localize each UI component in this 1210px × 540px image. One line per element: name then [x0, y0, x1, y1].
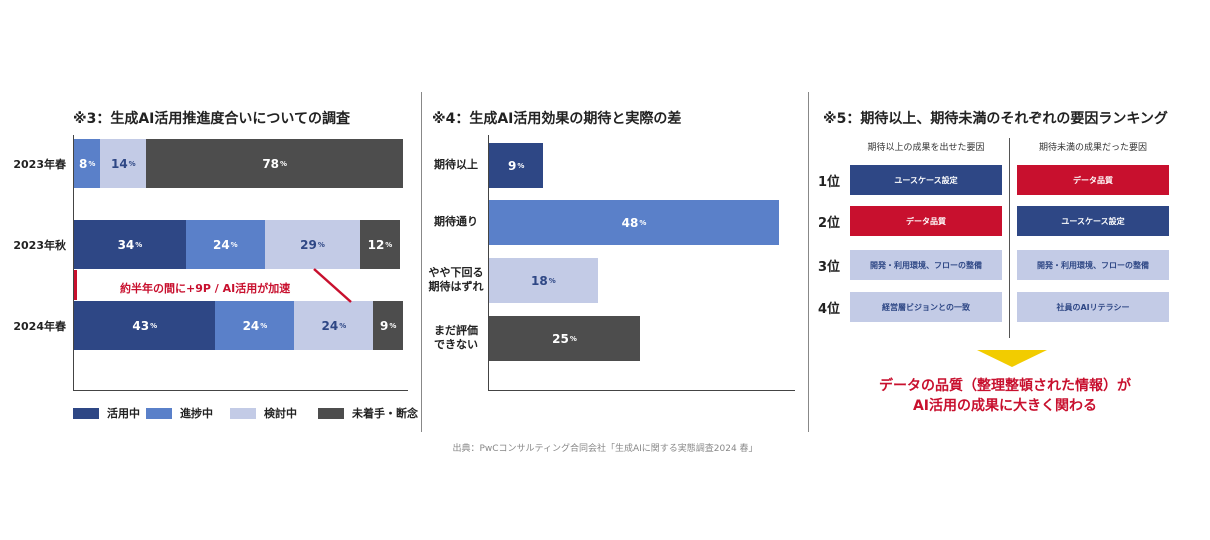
ranking-left-item: データ品質	[850, 206, 1002, 236]
chart2-bar: 25%	[489, 316, 641, 361]
chart1-data-unit: %	[280, 159, 288, 168]
chart1-data-unit: %	[230, 240, 238, 249]
chart1-data-unit: %	[339, 321, 347, 330]
divider-left	[421, 92, 422, 432]
legend-swatch	[146, 407, 172, 419]
chart1-data-label: 9	[379, 318, 389, 333]
chart1-baseline	[73, 390, 408, 391]
chart1-data-unit: %	[150, 321, 158, 330]
chart1-bar-segment: 9%	[373, 301, 403, 350]
chart2-data-unit: %	[517, 161, 525, 170]
ranking-right-header: 期待未満の成果だった要因	[1038, 143, 1147, 153]
chart1-annotation-text: 約半年の間に+9P / AI活用が加速	[120, 282, 291, 295]
legend-label: 検討中	[264, 407, 297, 420]
chart2-data-unit: %	[548, 276, 556, 285]
chart2-category-label: やや下回る 期待はずれ	[428, 266, 484, 293]
chart1-data-label: 12	[367, 237, 385, 252]
ranking-right-item: データ品質	[1017, 165, 1169, 195]
legend-swatch	[230, 407, 256, 419]
rank-label: 2位	[818, 216, 841, 231]
ranking-title: ※5：期待以上、期待未満のそれぞれの要因ランキング	[823, 111, 1168, 127]
chart2-category-label: まだ評価 できない	[434, 324, 478, 351]
chart1-legend-item: 進捗中	[146, 405, 213, 421]
chart1-title: ※3：生成AI活用推進度合いについての調査	[73, 111, 350, 127]
chart2-bar: 48%	[489, 200, 779, 245]
chart2-data-label: 18	[531, 273, 548, 288]
ranking-left-item: ユースケース設定	[850, 165, 1002, 195]
chart1-data-label: 78	[262, 156, 280, 171]
chart2-title: ※4：生成AI活用効果の期待と実際の差	[432, 111, 682, 127]
chart1-data-label: 43	[132, 318, 150, 333]
chart1-data-unit: %	[128, 159, 136, 168]
chart1-legend-item: 活用中	[73, 405, 140, 421]
legend-label: 活用中	[107, 407, 140, 420]
legend-swatch	[73, 407, 99, 419]
chart1-bar-segment: 8%	[74, 139, 101, 188]
chart1-legend-item: 未着手・断念	[318, 405, 418, 421]
chart1-legend-item: 検討中	[230, 405, 297, 421]
chart1-category-label: 2023年春	[13, 158, 66, 171]
chart2-data-label: 25	[552, 331, 569, 346]
chart2-bar: 9%	[489, 143, 544, 188]
chart1-data-unit: %	[385, 240, 393, 249]
chart2-data-label: 9	[508, 158, 517, 173]
rank-label: 4位	[818, 302, 841, 317]
chart1-annotation-bracket-left	[74, 270, 77, 300]
ranking-conclusion: データの品質（整理整頓された情報）が AI活用の成果に大きく関わる	[850, 376, 1160, 416]
conclusion-line-2: AI活用の成果に大きく関わる	[912, 398, 1098, 414]
chart1-data-unit: %	[135, 240, 143, 249]
chart1-data-label: 34	[117, 237, 135, 252]
chart2-baseline	[488, 390, 795, 391]
chart1-bar-segment: 29%	[264, 220, 361, 269]
chart1-axis	[73, 135, 74, 390]
chart1-data-label: 24	[242, 318, 260, 333]
chart1-bar-segment: 24%	[215, 301, 295, 350]
conclusion-line-1: データの品質（整理整頓された情報）が	[879, 378, 1131, 394]
chart1-bar-segment: 43%	[74, 301, 216, 350]
chart1-bar-segment: 12%	[360, 220, 400, 269]
legend-label: 未着手・断念	[352, 407, 418, 420]
chart1-data-label: 14	[110, 156, 128, 171]
source-note: 出典：PwCコンサルティング合同会社「生成AIに関する実態調査2024 春」	[452, 444, 758, 454]
chart1-data-label: 24	[212, 237, 230, 252]
chart2-data-unit: %	[639, 218, 647, 227]
ranking-left-item: 開発・利用環境、フローの整備	[850, 250, 1002, 280]
ranking-right-item: ユースケース設定	[1017, 206, 1169, 236]
ranking-left-item: 経営層ビジョンとの一致	[850, 292, 1002, 322]
chart2-data-unit: %	[569, 334, 577, 343]
chart2-category-label: 期待通り	[434, 215, 478, 228]
chart1-bar-segment: 78%	[146, 139, 403, 188]
rank-label: 3位	[818, 260, 841, 275]
divider-right	[808, 92, 809, 432]
chart2-axis	[488, 135, 489, 390]
chart1-data-label: 29	[300, 237, 317, 252]
chart2-category-label: 期待以上	[434, 158, 478, 171]
ranking-right-item: 開発・利用環境、フローの整備	[1017, 250, 1169, 280]
chart1-data-unit: %	[317, 240, 325, 249]
chart1-data-unit: %	[260, 321, 268, 330]
ranking-center-divider	[1009, 138, 1010, 338]
chart2-data-label: 48	[621, 215, 639, 230]
legend-label: 進捗中	[180, 407, 213, 420]
chart1-bar-segment: 24%	[294, 301, 374, 350]
chart1-data-unit: %	[88, 159, 96, 168]
chart2-bar: 18%	[489, 258, 598, 303]
chart1-category-label: 2024年春	[13, 320, 66, 333]
chart1-bar-segment: 34%	[74, 220, 186, 269]
down-arrow-icon	[977, 350, 1047, 367]
chart1-data-label: 24	[321, 318, 339, 333]
chart1-bar-segment: 14%	[100, 139, 147, 188]
rank-label: 1位	[818, 175, 841, 190]
chart1-data-label: 8	[78, 156, 88, 171]
chart1-bar-segment: 24%	[185, 220, 265, 269]
chart1-data-unit: %	[389, 321, 397, 330]
ranking-right-item: 社員のAIリテラシー	[1017, 292, 1169, 322]
chart1-category-label: 2023年秋	[13, 239, 66, 252]
legend-swatch	[318, 407, 344, 419]
ranking-left-header: 期待以上の成果を出せた要因	[867, 143, 985, 153]
